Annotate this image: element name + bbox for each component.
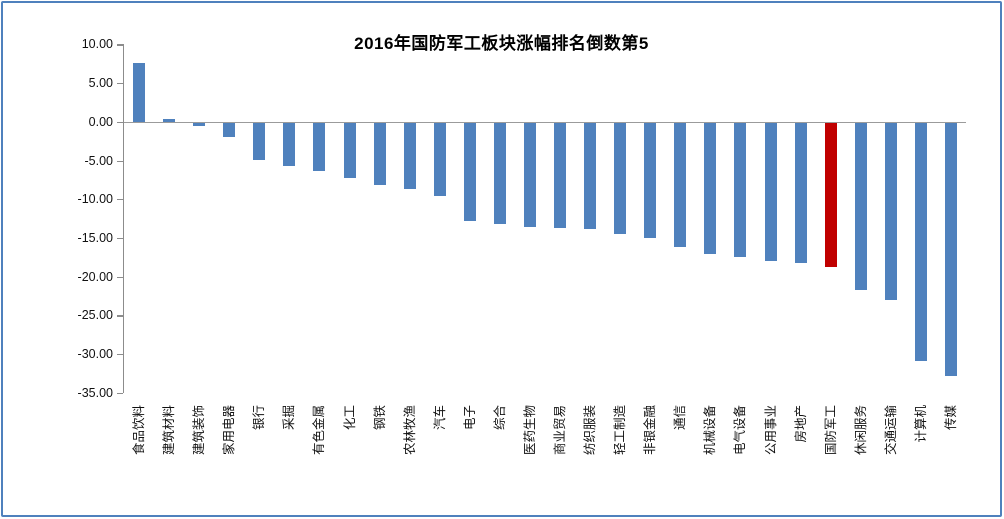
chart-bar [313,121,326,171]
y-axis-tick-label: 0.00 [88,114,113,129]
y-axis-tick [117,44,123,46]
chart-bar [884,121,897,300]
chart-bar [253,121,266,160]
x-axis-zero-line [124,121,966,124]
chart-bar [523,121,536,228]
y-axis-tick-label: -5.00 [84,153,114,168]
y-axis-tick [117,160,123,162]
chart-bar [403,121,416,190]
x-axis-label: 综合 [492,405,507,431]
y-axis-tick [117,199,123,201]
y-axis-tick [117,354,123,356]
x-axis-label: 建筑装饰 [192,405,207,456]
x-axis-label: 国防军工 [823,405,838,456]
y-axis-tick-label: -25.00 [77,308,113,323]
x-axis-label: 纺织服装 [583,405,598,456]
x-axis-label: 交通运输 [883,405,898,456]
chart-title: 2016年国防军工板块涨幅排名倒数第5 [354,34,649,53]
y-axis-tick [117,276,123,278]
y-axis-tick [117,83,123,85]
chart-bar [343,121,356,178]
chart-bar [704,121,717,255]
x-axis-label: 汽车 [432,405,447,431]
x-axis-label: 房地产 [793,405,808,443]
chart-bar [914,121,927,362]
chart-bar [794,121,807,263]
chart-bar [944,121,957,376]
x-axis-label: 采掘 [282,405,297,431]
chart-bar [584,121,597,229]
x-axis-label: 休闲服务 [853,405,868,456]
chart-bar [373,121,386,186]
x-axis-label: 传媒 [943,405,958,431]
chart-bar-highlight [824,121,837,267]
x-axis-label: 建筑材料 [162,405,177,456]
chart-bar [463,121,476,221]
chart-bar [644,121,657,238]
chart-bar [433,121,446,197]
x-axis-label: 食品饮料 [132,405,147,456]
x-axis-label: 计算机 [913,405,928,443]
x-axis-label: 有色金属 [312,405,327,456]
chart-bar [283,121,296,166]
y-axis-tick [117,315,123,317]
chart-bar [674,121,687,248]
chart-bar [614,121,627,235]
y-axis-tick-label: -10.00 [77,192,113,207]
x-axis-label: 医药生物 [522,405,537,456]
chart-bar [554,121,567,228]
y-axis-tick-label: -20.00 [77,269,113,284]
chart-bar [854,121,867,290]
chart-bar [493,121,506,225]
y-axis-tick-label: -30.00 [77,347,113,362]
chart-bar [193,121,206,126]
x-axis-label: 电气设备 [733,405,748,456]
x-axis-label: 化工 [342,405,357,431]
y-axis-tick [117,392,123,395]
x-axis-label: 农林牧渔 [402,405,417,456]
chart-bar [163,119,176,122]
y-axis-tick-label: -15.00 [77,230,113,245]
chart-bar [133,62,146,122]
x-axis-label: 公用事业 [763,405,778,456]
y-axis-tick [117,121,123,123]
chart-bar [734,121,747,257]
x-axis-label: 银行 [252,405,267,431]
chart-bar [764,121,777,262]
x-axis-label: 商业贸易 [553,405,568,456]
x-axis-label: 钢铁 [372,405,387,431]
chart-bar [223,121,236,138]
y-axis-tick [117,237,123,240]
x-axis-label: 轻工制造 [613,405,628,456]
x-axis-label: 电子 [462,405,477,431]
x-axis-label: 机械设备 [703,405,718,456]
y-axis-tick-label: -35.00 [77,385,113,400]
y-axis-line [123,44,125,393]
x-axis-label: 非银金融 [643,405,658,456]
x-axis-label: 通信 [673,405,688,431]
x-axis-label: 家用电器 [222,405,237,456]
y-axis-tick-label: 10.00 [81,37,113,52]
y-axis-tick-label: 5.00 [88,76,113,91]
